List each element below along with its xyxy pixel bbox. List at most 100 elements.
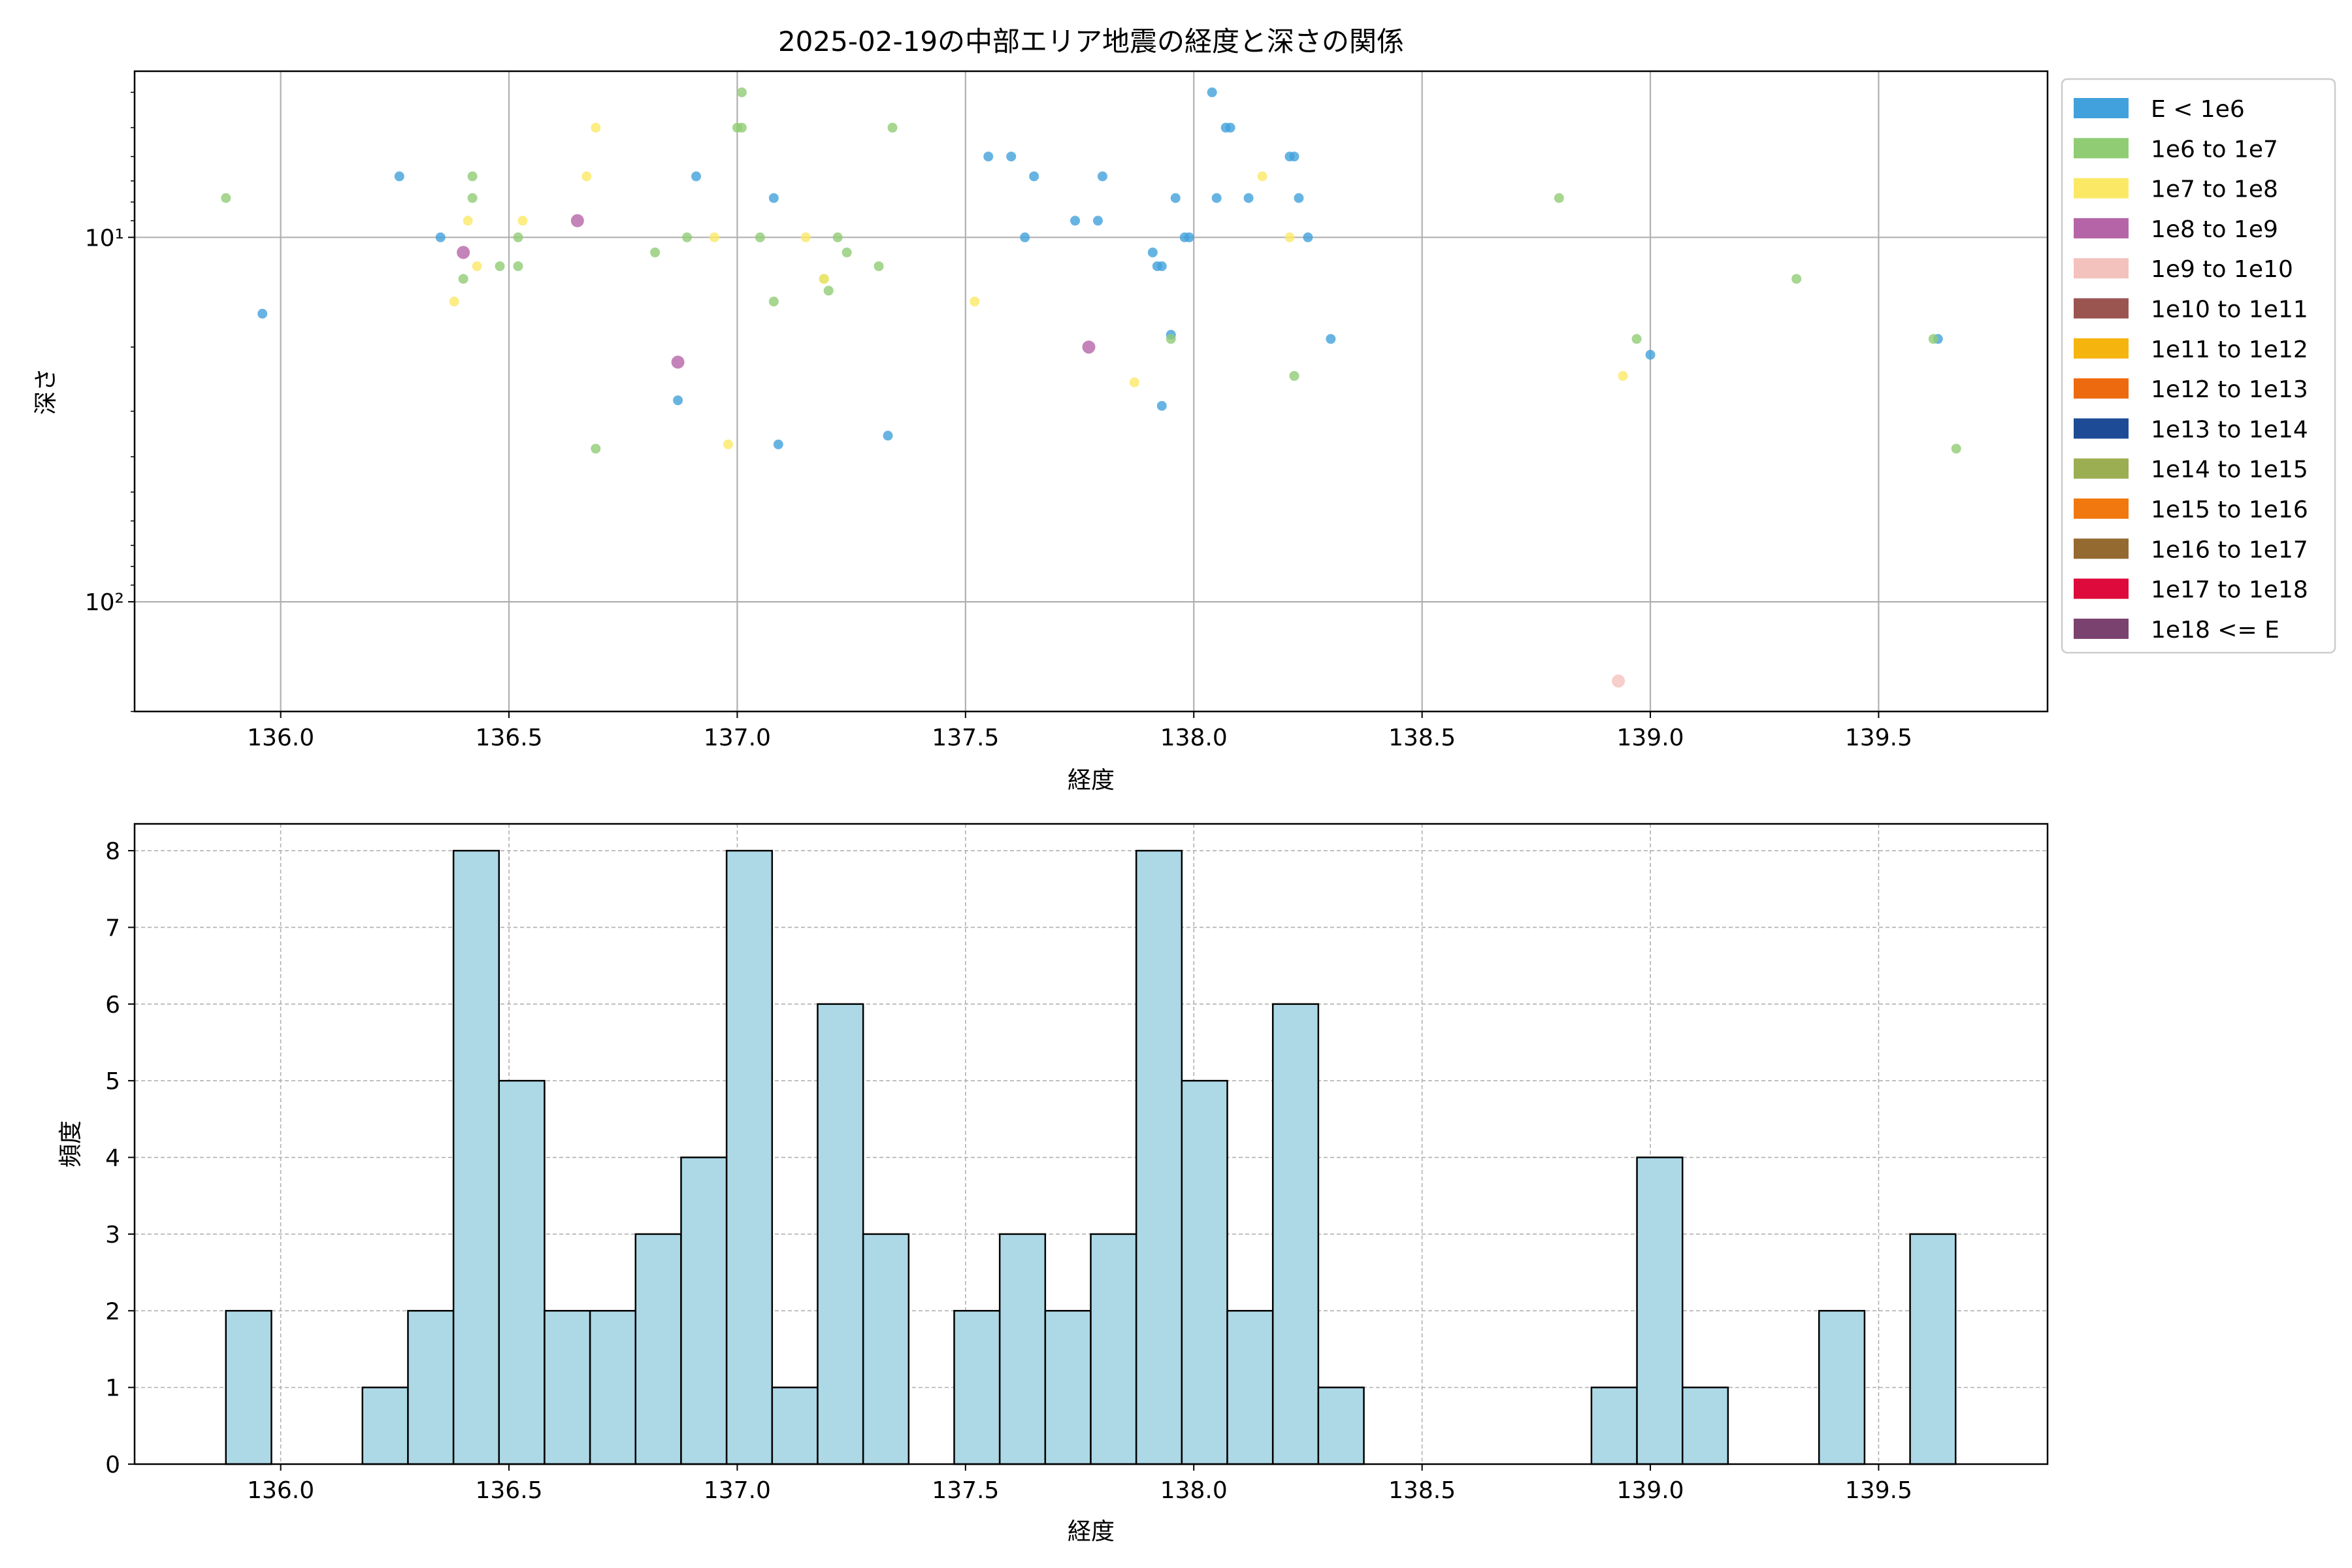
scatter-point[interactable]	[736, 122, 747, 133]
scatter-point[interactable]	[1928, 334, 1938, 344]
histogram-bar[interactable]	[1636, 1156, 1684, 1465]
histogram-bar[interactable]	[1271, 1003, 1320, 1465]
scatter-point[interactable]	[1006, 152, 1017, 162]
scatter-point[interactable]	[1554, 193, 1564, 203]
scatter-point[interactable]	[1294, 193, 1304, 203]
scatter-point[interactable]	[1289, 370, 1299, 381]
histogram-bar[interactable]	[1681, 1386, 1729, 1465]
scatter-point[interactable]	[1791, 274, 1802, 284]
scatter-point[interactable]	[800, 232, 811, 242]
scatter-point[interactable]	[472, 261, 482, 271]
histogram-bar[interactable]	[407, 1310, 455, 1465]
scatter-point[interactable]	[1097, 171, 1107, 182]
scatter-point[interactable]	[449, 297, 459, 307]
histogram-bars[interactable]	[225, 849, 1957, 1465]
histogram-bar[interactable]	[1590, 1386, 1638, 1465]
histogram-bar[interactable]	[817, 1003, 864, 1465]
scatter-point[interactable]	[1211, 193, 1222, 203]
scatter-point[interactable]	[467, 193, 478, 203]
histogram-bar[interactable]	[1909, 1233, 1957, 1465]
scatter-point[interactable]	[673, 395, 683, 406]
scatter-point[interactable]	[1029, 171, 1039, 182]
scatter-point[interactable]	[591, 444, 601, 454]
scatter-point[interactable]	[723, 439, 733, 449]
scatter-point[interactable]	[970, 297, 980, 307]
scatter-point[interactable]	[773, 439, 783, 449]
scatter-point[interactable]	[1645, 350, 1656, 360]
histogram-bar[interactable]	[361, 1386, 409, 1465]
scatter-point[interactable]	[221, 193, 231, 203]
scatter-point[interactable]	[983, 152, 994, 162]
scatter-point[interactable]	[1289, 152, 1299, 162]
scatter-point[interactable]	[887, 122, 898, 133]
scatter-point[interactable]	[1020, 232, 1030, 242]
scatter-points[interactable]	[221, 87, 1961, 688]
scatter-point[interactable]	[709, 232, 719, 242]
scatter-point[interactable]	[435, 232, 446, 242]
scatter-point[interactable]	[1618, 370, 1628, 381]
scatter-point[interactable]	[513, 261, 523, 271]
scatter-point[interactable]	[755, 232, 765, 242]
scatter-point[interactable]	[1166, 334, 1176, 344]
scatter-point[interactable]	[1170, 193, 1181, 203]
scatter-point[interactable]	[650, 247, 661, 257]
scatter-point[interactable]	[581, 171, 592, 182]
scatter-point[interactable]	[1184, 232, 1194, 242]
scatter-point[interactable]	[1092, 216, 1103, 226]
histogram-bar[interactable]	[1090, 1233, 1137, 1465]
histogram-bar[interactable]	[1818, 1310, 1866, 1465]
scatter-point[interactable]	[1326, 334, 1336, 344]
histogram-bar[interactable]	[1044, 1310, 1092, 1465]
scatter-point[interactable]	[463, 216, 473, 226]
scatter-point[interactable]	[513, 232, 523, 242]
scatter-point[interactable]	[1156, 261, 1167, 271]
scatter-point[interactable]	[819, 274, 829, 284]
scatter-point[interactable]	[1257, 171, 1267, 182]
scatter-point[interactable]	[1631, 334, 1642, 344]
histogram-bar[interactable]	[953, 1310, 1001, 1465]
scatter-point[interactable]	[768, 193, 779, 203]
scatter-point[interactable]	[671, 355, 685, 369]
scatter-point[interactable]	[736, 87, 747, 97]
scatter-point[interactable]	[841, 247, 852, 257]
scatter-point[interactable]	[682, 232, 693, 242]
scatter-point[interactable]	[1225, 122, 1235, 133]
histogram-bar[interactable]	[589, 1310, 637, 1465]
scatter-point[interactable]	[1129, 377, 1139, 387]
scatter-point[interactable]	[874, 261, 884, 271]
histogram-bar[interactable]	[225, 1310, 272, 1465]
histogram-bar[interactable]	[862, 1233, 910, 1465]
histogram-bar[interactable]	[680, 1156, 728, 1465]
scatter-point[interactable]	[1156, 400, 1167, 411]
histogram-bar[interactable]	[725, 849, 774, 1465]
scatter-point[interactable]	[1303, 232, 1313, 242]
scatter-point[interactable]	[517, 216, 528, 226]
scatter-point[interactable]	[1070, 216, 1081, 226]
scatter-point[interactable]	[495, 261, 505, 271]
histogram-bar[interactable]	[452, 849, 500, 1465]
histogram-bar[interactable]	[1317, 1386, 1365, 1465]
scatter-point[interactable]	[691, 171, 702, 182]
histogram-bar[interactable]	[544, 1310, 591, 1465]
scatter-point[interactable]	[257, 308, 268, 319]
scatter-point[interactable]	[883, 431, 893, 441]
scatter-point[interactable]	[394, 171, 404, 182]
scatter-point[interactable]	[1284, 232, 1295, 242]
scatter-point[interactable]	[1147, 247, 1158, 257]
scatter-point[interactable]	[1612, 674, 1625, 688]
histogram-bar[interactable]	[1226, 1310, 1274, 1465]
histogram-bar[interactable]	[634, 1233, 682, 1465]
histogram-bar[interactable]	[771, 1386, 819, 1465]
scatter-point[interactable]	[467, 171, 478, 182]
histogram-bar[interactable]	[498, 1079, 546, 1465]
scatter-point[interactable]	[1082, 340, 1096, 354]
scatter-point[interactable]	[570, 214, 584, 227]
histogram-bar[interactable]	[1181, 1079, 1228, 1465]
histogram-bar[interactable]	[998, 1233, 1047, 1465]
scatter-point[interactable]	[1243, 193, 1254, 203]
scatter-point[interactable]	[823, 286, 834, 296]
scatter-point[interactable]	[1207, 87, 1217, 97]
scatter-point[interactable]	[832, 232, 843, 242]
scatter-point[interactable]	[1951, 444, 1961, 454]
scatter-point[interactable]	[458, 274, 468, 284]
